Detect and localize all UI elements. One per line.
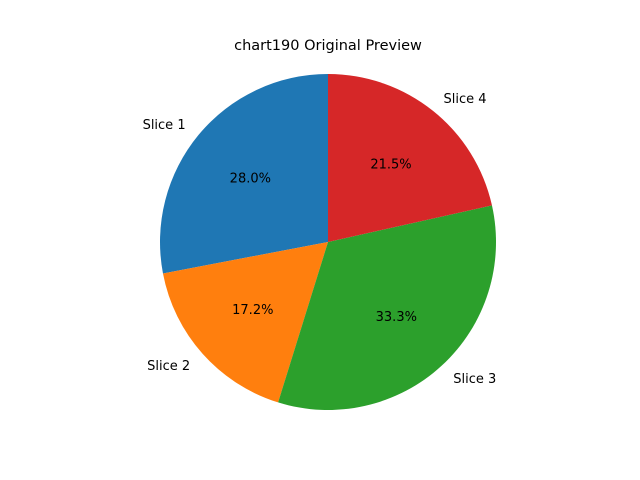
pie-labels: Slice 1 28.0% Slice 2 17.2% Slice 3 33.3% Slic…	[143, 92, 497, 387]
pie-slices	[159, 74, 496, 410]
slice-label-1: Slice 1	[143, 118, 186, 133]
chart-title: chart190 Original Preview	[234, 38, 422, 54]
slice-label-3: Slice 3	[453, 372, 496, 387]
slice-percent-1: 28.0%	[230, 172, 271, 187]
slice-percent-4: 21.5%	[370, 157, 411, 172]
slice-percent-3: 33.3%	[376, 310, 417, 325]
slice-label-4: Slice 4	[444, 92, 487, 107]
pie-slice-2	[162, 242, 328, 403]
pie-slice-3	[278, 205, 496, 410]
slice-percent-2: 17.2%	[232, 303, 273, 318]
pie-slice-1	[159, 74, 328, 274]
slice-label-2: Slice 2	[147, 359, 190, 374]
pie-slice-4	[328, 74, 492, 242]
